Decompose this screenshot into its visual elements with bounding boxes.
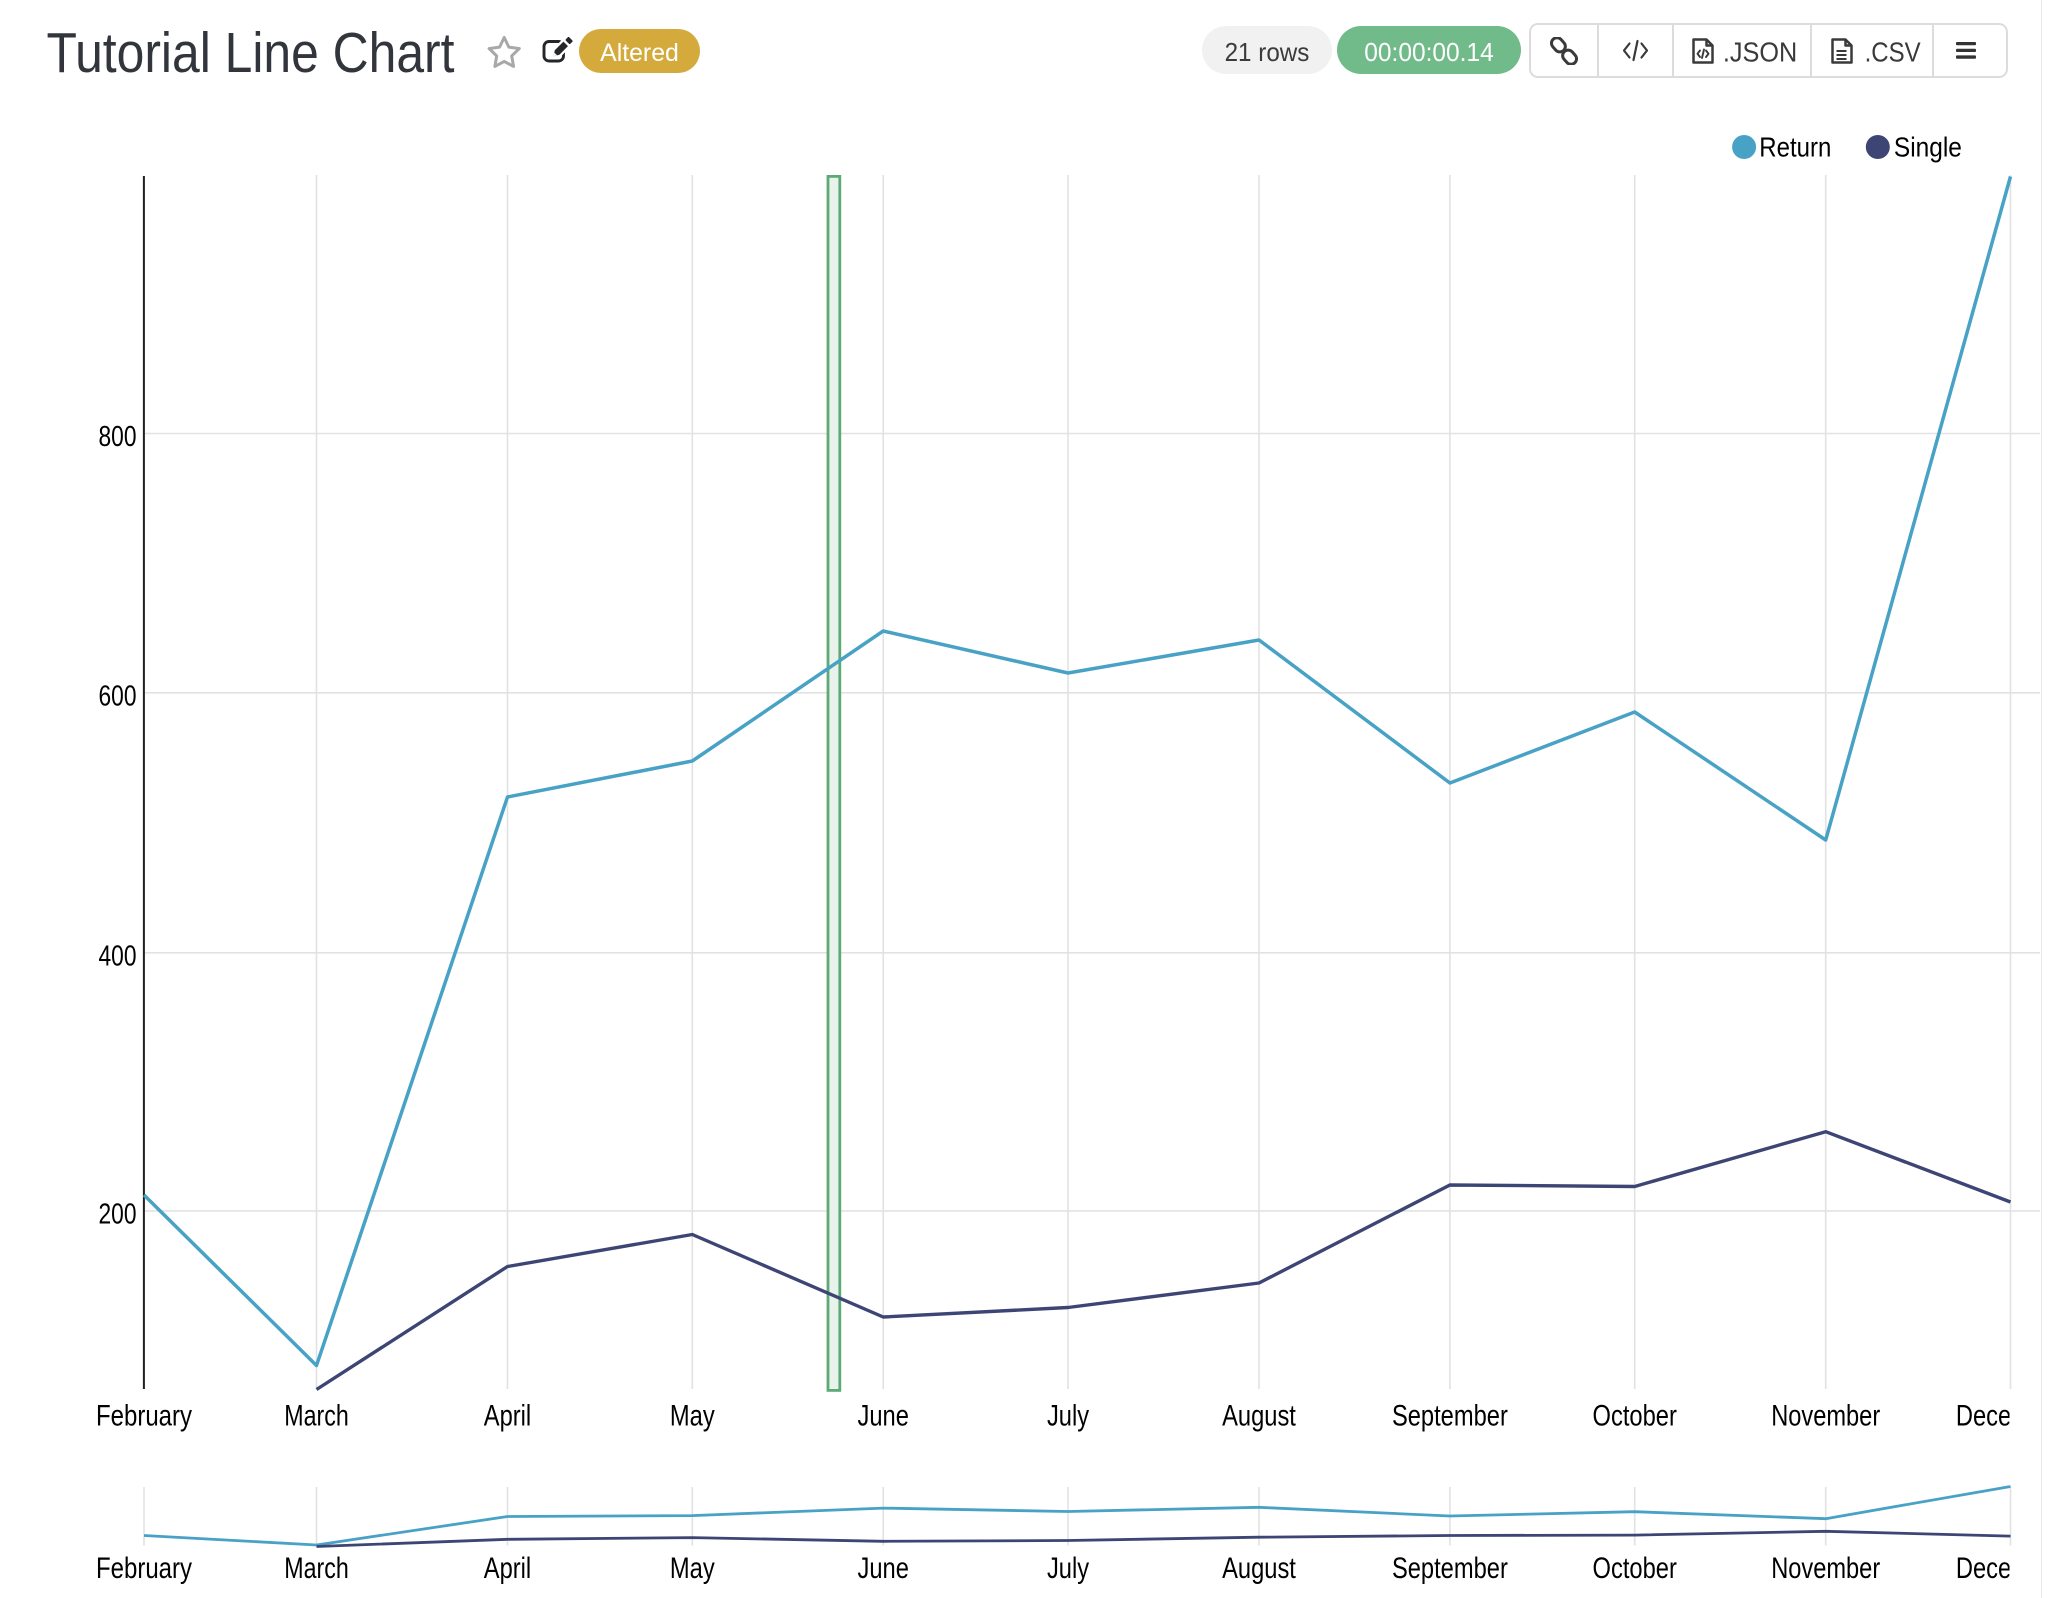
svg-text:February: February xyxy=(96,1552,192,1585)
svg-text:March: March xyxy=(284,1552,349,1585)
svg-text:August: August xyxy=(1222,1552,1296,1585)
svg-text:June: June xyxy=(858,1552,909,1585)
svg-text:Altered: Altered xyxy=(600,39,679,67)
svg-text:June: June xyxy=(858,1400,909,1433)
svg-text:October: October xyxy=(1593,1400,1677,1433)
svg-text:March: March xyxy=(284,1400,349,1433)
svg-text:600: 600 xyxy=(99,680,137,712)
svg-text:December: December xyxy=(1956,1552,2050,1585)
svg-text:800: 800 xyxy=(99,421,137,453)
svg-text:May: May xyxy=(670,1552,715,1585)
svg-text:August: August xyxy=(1222,1400,1296,1433)
svg-text:May: May xyxy=(670,1400,715,1433)
svg-text:200: 200 xyxy=(99,1198,137,1230)
svg-text:Single: Single xyxy=(1894,132,1962,163)
svg-text:April: April xyxy=(484,1400,531,1433)
svg-text:21 rows: 21 rows xyxy=(1225,37,1310,67)
svg-text:April: April xyxy=(484,1552,531,1585)
svg-text:November: November xyxy=(1771,1400,1880,1433)
svg-text:Return: Return xyxy=(1759,132,1831,163)
svg-text:December: December xyxy=(1956,1400,2050,1433)
svg-text:July: July xyxy=(1047,1552,1089,1585)
svg-text:November: November xyxy=(1771,1552,1880,1585)
svg-text:400: 400 xyxy=(99,940,137,972)
svg-text:00:00:00.14: 00:00:00.14 xyxy=(1364,37,1493,67)
svg-text:February: February xyxy=(96,1400,192,1433)
svg-text:September: September xyxy=(1392,1400,1508,1433)
svg-text:October: October xyxy=(1593,1552,1677,1585)
svg-text:.JSON: .JSON xyxy=(1723,36,1797,67)
svg-text:Tutorial Line Chart: Tutorial Line Chart xyxy=(47,21,455,85)
svg-text:September: September xyxy=(1392,1552,1508,1585)
svg-text:July: July xyxy=(1047,1400,1089,1433)
svg-text:.CSV: .CSV xyxy=(1865,36,1921,67)
